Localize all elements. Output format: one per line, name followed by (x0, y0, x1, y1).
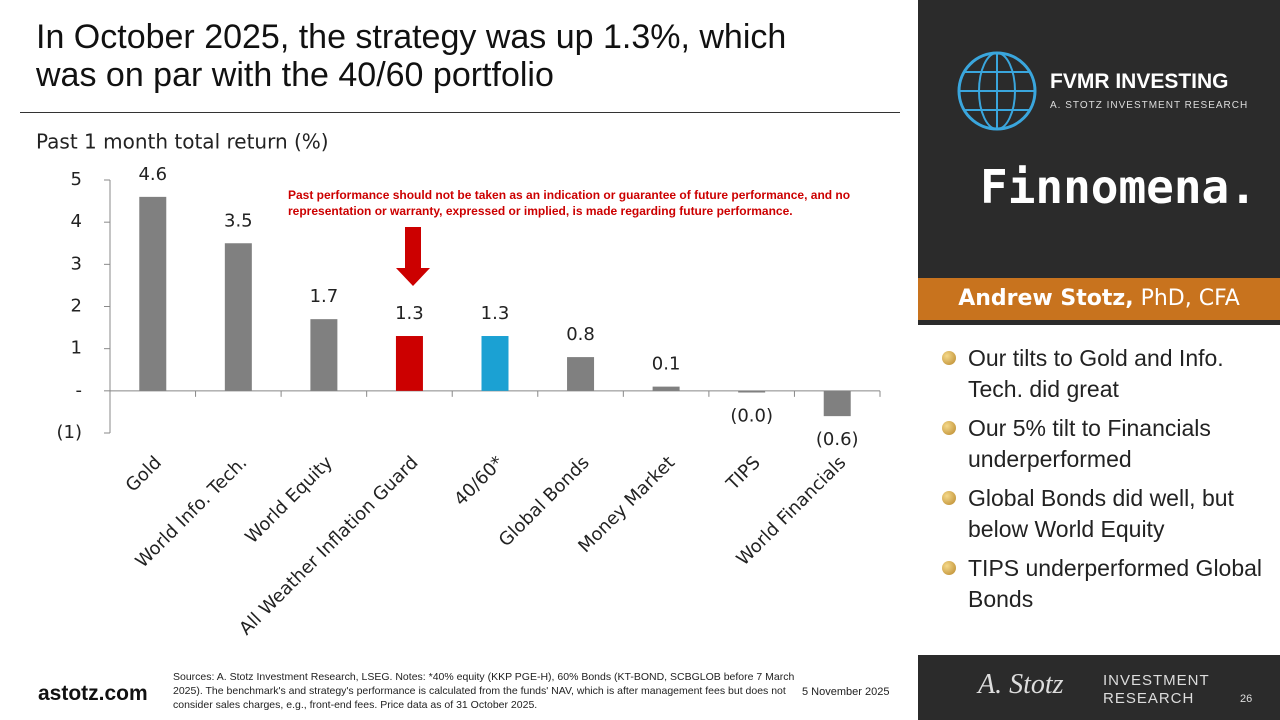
value-label: (0.0) (730, 406, 773, 427)
page-number: 26 (1240, 693, 1253, 705)
logo-script: A. Stotz (978, 669, 1064, 700)
chart: Past 1 month total return (%) 5 4 3 2 1 - (1) G… (36, 130, 881, 639)
y-tick-label: 3 (71, 253, 82, 274)
bullet: Global Bonds did well, but below World E… (938, 483, 1263, 545)
brand: FVMR INVESTING (1050, 70, 1229, 93)
presenter-name: Andrew Stotz, (958, 286, 1134, 311)
y-tick-label: - (76, 380, 83, 401)
y-tick-label: 1 (71, 338, 82, 359)
x-tick-label: Gold (122, 452, 166, 496)
bar (310, 319, 338, 391)
sources: Sources: A. Stotz Investment Research, L… (173, 671, 795, 711)
x-tick-label: TIPS (722, 452, 765, 495)
x-tick-label: All Weather Inflation Guard (235, 452, 422, 639)
x-tick-label: World Equity (241, 452, 337, 548)
bullet: Our tilts to Gold and Info. Tech. did gr… (938, 343, 1263, 405)
presenter-credentials: PhD, CFA (1140, 286, 1240, 311)
value-label: 1.7 (310, 286, 339, 307)
bar (738, 390, 766, 393)
value-label: 1.3 (481, 303, 510, 324)
arrow (396, 227, 430, 286)
x-tick-label: Global Bonds (495, 452, 594, 551)
bar (481, 336, 509, 391)
globe-icon (957, 51, 1037, 131)
sidebar-header: FVMR INVESTING A. STOTZ INVESTMENT RESEA… (918, 0, 1280, 325)
value-label: 1.3 (395, 303, 424, 324)
bullet: TIPS underperformed Global Bonds (938, 553, 1263, 615)
disclaimer: Past performance should not be taken as … (288, 188, 851, 218)
y-tick-label: (1) (57, 422, 83, 443)
value-label: 0.8 (566, 324, 595, 345)
value-label: 0.1 (652, 354, 681, 375)
bar (823, 390, 851, 417)
footer-logo: A. Stotz INVESTMENT RESEARCH 26 (918, 655, 1280, 720)
site: astotz.com (38, 682, 148, 705)
bar (567, 357, 595, 391)
bar (224, 243, 252, 391)
y-tick-label: 5 (71, 169, 82, 190)
value-label: (0.6) (816, 429, 859, 450)
slide-title: In October 2025, the strategy was up 1.3… (36, 18, 787, 94)
bullet-list: Our tilts to Gold and Info. Tech. did gr… (938, 343, 1263, 623)
y-tick-label: 2 (71, 296, 82, 317)
brand-sub: A. STOTZ INVESTMENT RESEARCH (1050, 100, 1249, 111)
divider (20, 112, 900, 113)
bar (652, 386, 680, 391)
x-tick-label: 40/60* (450, 452, 508, 510)
date: 5 November 2025 (802, 686, 890, 698)
logo-text: INVESTMENT RESEARCH (1103, 672, 1210, 707)
bar (395, 336, 423, 391)
bullet: Our 5% tilt to Financials underperformed (938, 413, 1263, 475)
value-label: 4.6 (138, 164, 167, 185)
presenter-banner: Andrew Stotz, PhD, CFA (918, 278, 1280, 320)
partner-logo: Finnomena. (980, 160, 1257, 214)
value-label: 3.5 (224, 210, 253, 231)
bar (139, 196, 167, 391)
chart-title: Past 1 month total return (%) (36, 130, 329, 154)
y-tick-label: 4 (71, 211, 82, 232)
